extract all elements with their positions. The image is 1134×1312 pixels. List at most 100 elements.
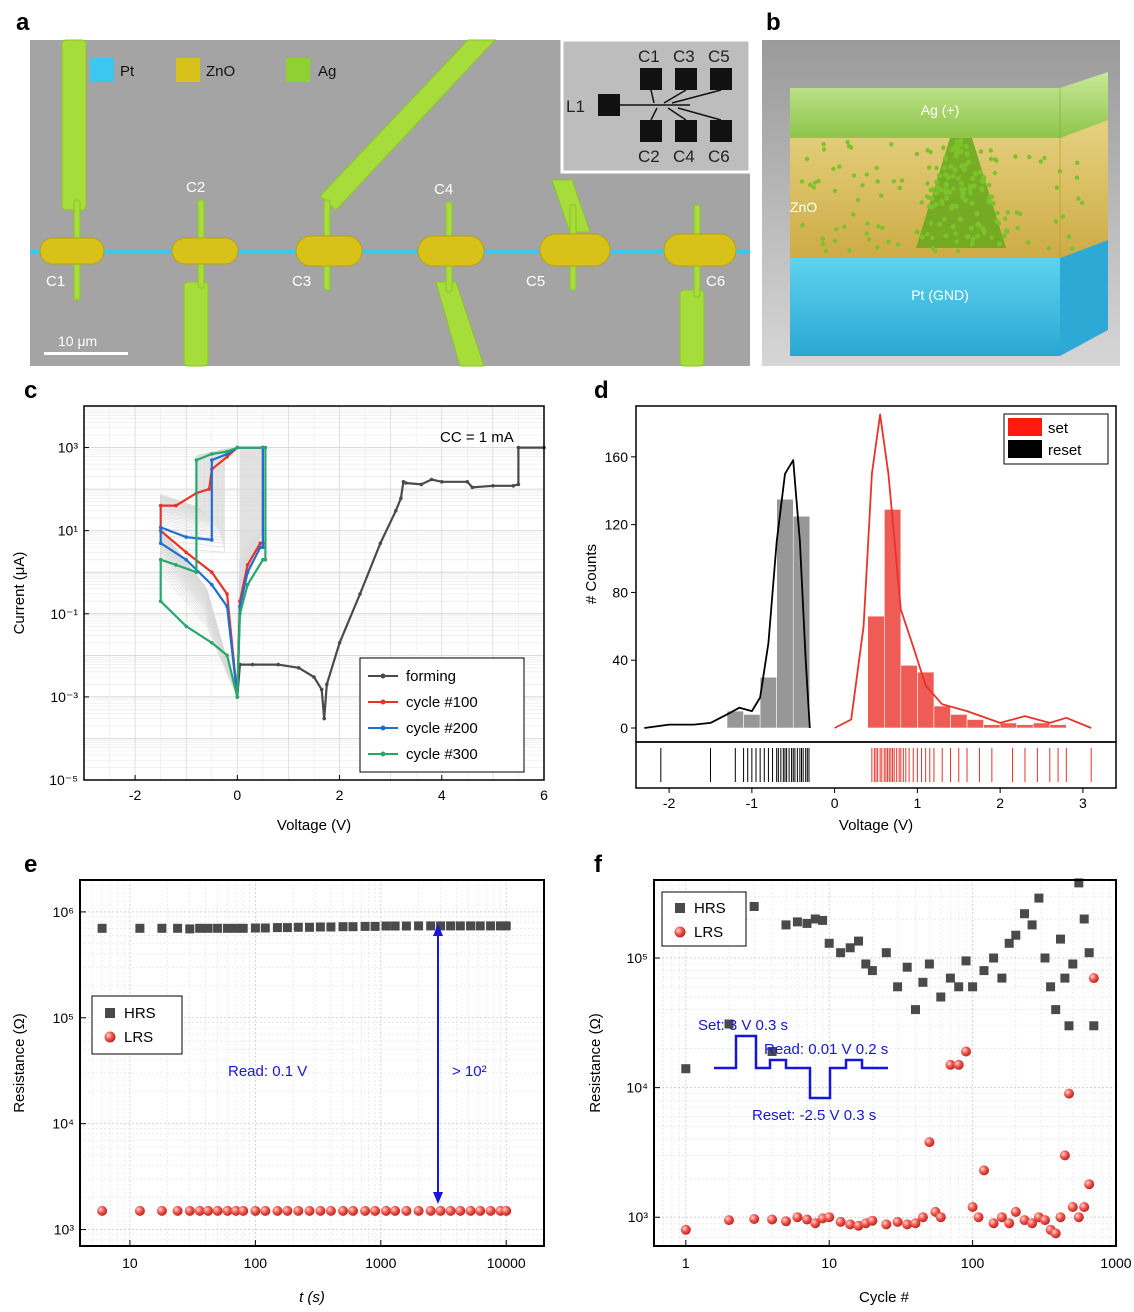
ag-ion: [956, 176, 961, 181]
panel-a-sem-image: Pt ZnO Ag C1 C2 C3 C4 C5 C6 10 μm: [30, 38, 752, 367]
scalebar-label: 10 μm: [58, 333, 97, 349]
data-point: [516, 445, 521, 450]
data-point: [358, 592, 362, 596]
legend-pt-swatch: [90, 58, 114, 82]
inset-label-c5: C5: [708, 47, 730, 66]
data-point-hrs: [1046, 982, 1056, 992]
ag-ion: [925, 232, 930, 237]
filament-ion: [950, 146, 956, 152]
data-point-hrs: [426, 921, 436, 931]
ag-ion: [1015, 225, 1020, 231]
legend-marker: [105, 1008, 115, 1018]
data-point-hrs: [1089, 1021, 1099, 1031]
data-point: [210, 641, 214, 645]
data-point-hrs: [1034, 893, 1044, 903]
panel-c-ylabel: Current (μA): [11, 552, 28, 635]
legend-label: LRS: [124, 1029, 153, 1046]
legend-marker: [380, 699, 386, 705]
data-point-hrs: [861, 959, 871, 969]
legend-label: reset: [1048, 442, 1082, 459]
filament-ion: [966, 159, 972, 165]
panel-label-d: d: [594, 377, 609, 404]
ag-ion: [988, 156, 994, 162]
filament-ion: [977, 169, 983, 175]
ag-ion: [880, 225, 885, 231]
y-tick-label: 0: [620, 720, 628, 736]
panel-label-e: e: [24, 851, 37, 878]
legend-label: forming: [406, 668, 456, 685]
filament-ion: [969, 200, 975, 206]
data-point: [158, 557, 163, 562]
inset-label-c4: C4: [673, 147, 695, 166]
data-point: [158, 525, 163, 530]
legend-marker: [380, 673, 386, 679]
filament-ion: [937, 221, 943, 227]
data-point-hrs: [781, 920, 791, 930]
data-point-hrs: [315, 922, 325, 932]
histogram-bar: [1032, 722, 1051, 729]
panel-c-legend: forming cycle #100 cycle #200 cycle #300: [359, 657, 525, 773]
ag-ion: [1014, 210, 1019, 215]
data-point-lrs: [1079, 1202, 1090, 1212]
ag-ion: [992, 170, 997, 176]
data-point-hrs: [1068, 959, 1078, 969]
data-point: [516, 482, 521, 487]
data-point-hrs: [260, 923, 270, 933]
histogram-bar: [1049, 724, 1067, 729]
data-point-hrs: [223, 923, 232, 933]
data-point-lrs: [902, 1219, 913, 1230]
data-point-lrs: [348, 1205, 358, 1216]
x-tick-label: -2: [663, 795, 676, 811]
ag-ion: [1053, 219, 1059, 224]
ag-ion: [834, 227, 839, 232]
data-point: [245, 570, 250, 574]
data-point-hrs: [918, 977, 928, 987]
data-point: [210, 570, 214, 574]
data-point-lrs: [1004, 1218, 1015, 1229]
data-point-hrs: [1027, 920, 1037, 930]
data-point: [235, 695, 240, 699]
legend-zno-swatch: [176, 58, 200, 82]
data-point-lrs: [792, 1212, 803, 1223]
legend-swatch: [1008, 418, 1042, 436]
data-point-lrs: [390, 1205, 401, 1216]
filament-ion: [959, 187, 965, 193]
x-tick-label: 4: [438, 787, 446, 803]
panel-label-f: f: [594, 851, 603, 878]
legend-label: cycle #100: [406, 694, 478, 711]
ag-ion: [1026, 240, 1031, 245]
data-point-lrs: [973, 1212, 984, 1223]
ag-ion: [955, 248, 961, 254]
panel-f-xlabel: Cycle #: [859, 1289, 910, 1306]
cell-label-c5: C5: [526, 273, 545, 290]
data-point-lrs: [1050, 1228, 1061, 1239]
ag-ion: [820, 241, 826, 247]
data-point-lrs: [203, 1205, 214, 1216]
data-point-lrs: [824, 1212, 835, 1223]
data-point-lrs: [749, 1214, 760, 1224]
x-tick-label: 1: [682, 1255, 690, 1271]
data-point: [225, 449, 229, 454]
data-point-hrs: [1064, 1021, 1074, 1031]
filament-ion: [950, 173, 957, 179]
histogram-bar: [883, 509, 902, 729]
panel-f-read-annotation: Read: 0.01 V 0.2 s: [764, 1041, 888, 1058]
filament-ion: [934, 179, 940, 185]
ag-ion: [1054, 185, 1060, 190]
data-point-hrs: [282, 923, 292, 933]
data-point-lrs: [222, 1205, 233, 1216]
ag-ion: [1060, 214, 1066, 219]
legend-label: set: [1048, 420, 1069, 437]
legend-label: HRS: [124, 1005, 156, 1022]
ag-ion: [837, 164, 842, 169]
legend-marker: [674, 926, 686, 938]
data-point: [210, 538, 214, 542]
filament-ion: [929, 195, 935, 201]
filament-ion: [933, 201, 939, 207]
filament-ion: [958, 149, 964, 155]
inset-label-c2: C2: [638, 147, 660, 166]
filament-ion: [943, 233, 949, 239]
y-tick-label: 10³: [628, 1209, 649, 1225]
ag-ion: [1074, 175, 1080, 180]
panel-e-xlabel: t (s): [299, 1289, 325, 1306]
